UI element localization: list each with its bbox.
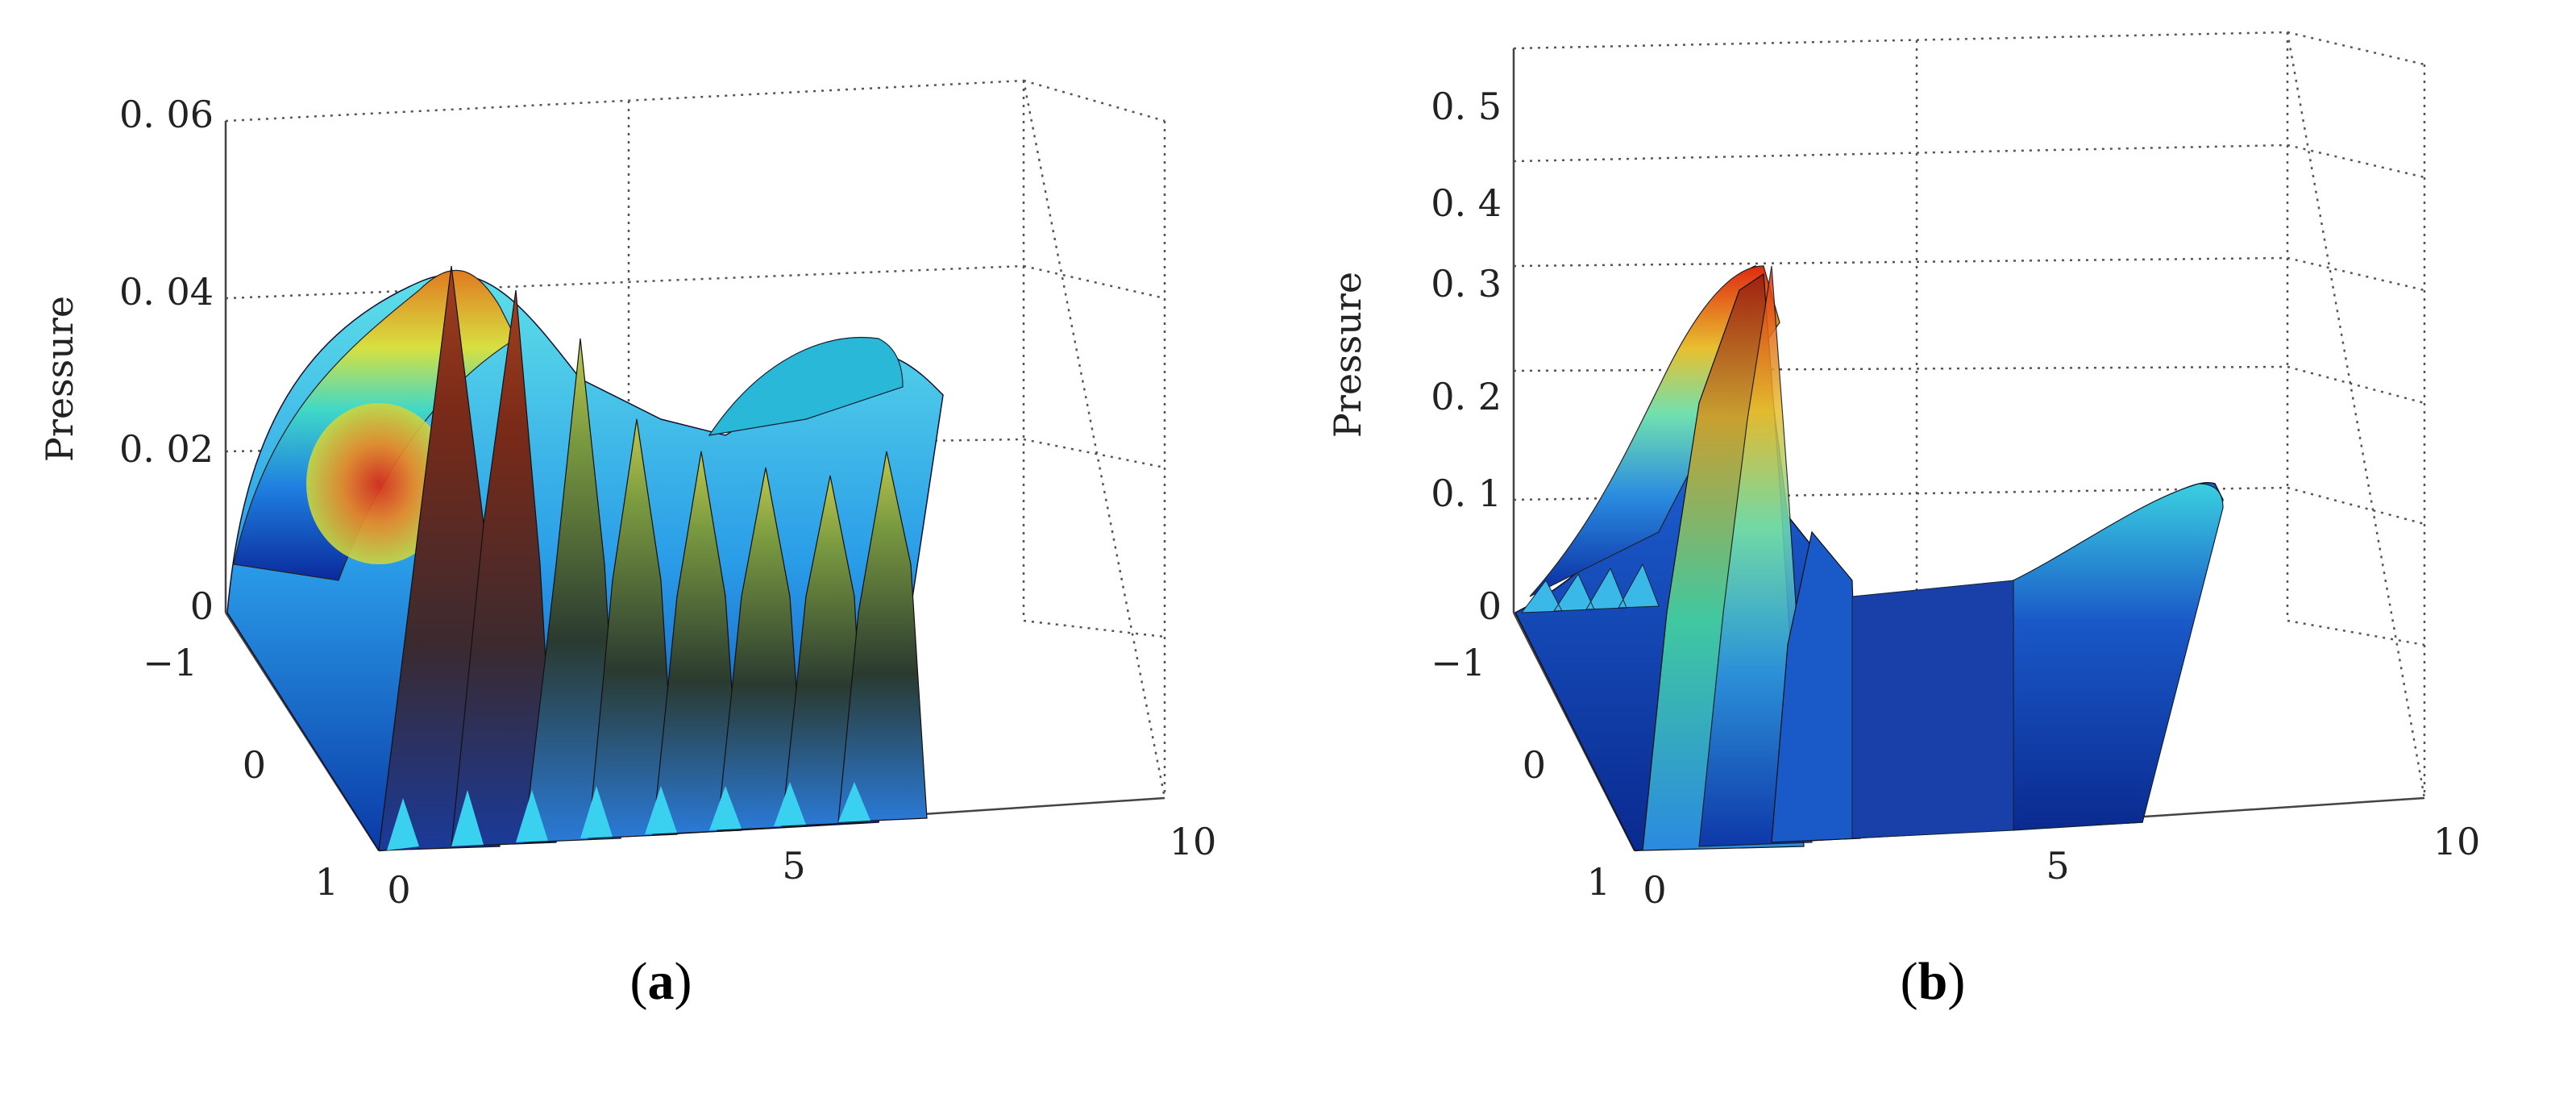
y-ticks-b: −1 0 1	[1431, 641, 1610, 904]
x-ticks-b: 0 5 10	[1643, 820, 2480, 912]
y-ticks-a: −1 0 1	[143, 641, 339, 904]
caption-a-label: a	[647, 952, 675, 1011]
z-tick: 0. 1	[1431, 472, 1502, 515]
z-ticks-a: 0 0. 02 0. 04 0. 06	[119, 93, 214, 628]
y-tick: 1	[315, 860, 339, 904]
x-tick: 0	[1643, 868, 1666, 912]
y-tick: 0	[243, 743, 266, 787]
z-tick: 0. 04	[119, 270, 214, 314]
surface-b	[1514, 264, 2224, 851]
z-tick: 0. 02	[119, 427, 214, 471]
y-tick: −1	[1431, 641, 1485, 684]
x-ticks-a: 0 5 10	[387, 820, 1216, 912]
z-tick: 0	[190, 584, 214, 628]
x-tick: 10	[2433, 820, 2481, 863]
z-tick: 0. 3	[1431, 262, 1502, 306]
z-tick: 0. 5	[1431, 85, 1502, 128]
y-tick: 1	[1587, 860, 1610, 904]
caption-a: (a)	[629, 952, 692, 1011]
x-tick: 5	[2046, 844, 2069, 888]
z-axis-label-a: Pressure	[38, 296, 81, 462]
surface-plot-b: 0 0. 1 0. 2 0. 3 0. 4 0. 5 −1 0 1 0 5 10…	[1326, 31, 2480, 912]
z-tick: 0. 06	[119, 93, 214, 136]
caption-b-label: b	[1917, 952, 1948, 1011]
panel-b: 0 0. 1 0. 2 0. 3 0. 4 0. 5 −1 0 1 0 5 10…	[1288, 0, 2576, 1110]
surface-plot-a: 0 0. 02 0. 04 0. 06 −1 0 1 0 5 10 Pressu…	[38, 79, 1216, 912]
z-tick: 0. 2	[1431, 375, 1502, 418]
z-tick: 0. 4	[1431, 181, 1502, 225]
y-tick: 0	[1523, 743, 1546, 787]
z-tick: 0	[1478, 584, 1502, 628]
x-tick: 5	[782, 844, 805, 888]
caption-b: (b)	[1900, 952, 1966, 1011]
panel-a: 0 0. 02 0. 04 0. 06 −1 0 1 0 5 10 Pressu…	[38, 79, 1216, 1011]
surface-a	[226, 265, 944, 851]
z-ticks-b: 0 0. 1 0. 2 0. 3 0. 4 0. 5	[1431, 85, 1502, 628]
x-tick: 10	[1170, 820, 1217, 863]
y-tick: −1	[143, 641, 197, 684]
z-axis-label-b: Pressure	[1326, 272, 1369, 438]
x-tick: 0	[387, 868, 410, 912]
